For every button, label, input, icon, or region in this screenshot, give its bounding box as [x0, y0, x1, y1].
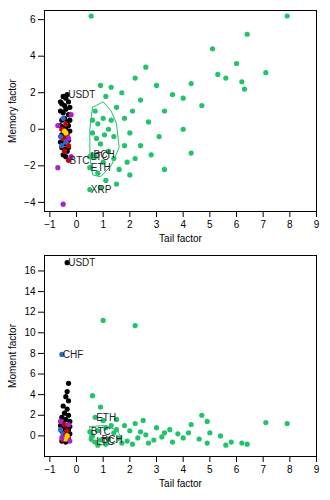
svg-text:9: 9: [314, 464, 320, 475]
svg-text:Moment factor: Moment factor: [7, 323, 18, 388]
svg-text:−4: −4: [24, 197, 36, 208]
svg-text:−1: −1: [44, 464, 56, 475]
svg-text:−1: −1: [44, 219, 56, 230]
svg-text:CHF: CHF: [63, 349, 84, 360]
svg-text:6: 6: [30, 14, 36, 25]
svg-text:0: 0: [74, 219, 80, 230]
svg-text:0: 0: [30, 123, 36, 134]
svg-text:XRP: XRP: [91, 184, 112, 195]
svg-text:2: 2: [127, 219, 133, 230]
svg-text:16: 16: [24, 265, 36, 276]
svg-text:7: 7: [260, 219, 266, 230]
svg-text:ETH: ETH: [91, 162, 111, 173]
svg-text:4: 4: [180, 464, 186, 475]
svg-text:BCH: BCH: [94, 149, 115, 160]
svg-text:6: 6: [234, 464, 240, 475]
svg-text:1: 1: [100, 219, 106, 230]
svg-text:5: 5: [207, 219, 213, 230]
svg-text:Tail factor: Tail factor: [159, 233, 202, 244]
svg-text:7: 7: [260, 464, 266, 475]
svg-text:14: 14: [24, 286, 36, 297]
svg-text:1: 1: [100, 464, 106, 475]
svg-text:12: 12: [24, 306, 36, 317]
svg-text:8: 8: [30, 348, 36, 359]
svg-text:5: 5: [207, 464, 213, 475]
svg-text:−2: −2: [24, 160, 36, 171]
svg-text:BTC: BTC: [90, 426, 111, 437]
svg-text:0: 0: [74, 464, 80, 475]
svg-text:4: 4: [180, 219, 186, 230]
svg-text:USDT: USDT: [68, 257, 95, 268]
svg-text:6: 6: [234, 219, 240, 230]
svg-text:BTC: BTC: [70, 155, 90, 166]
svg-text:2: 2: [30, 87, 36, 98]
svg-text:8: 8: [287, 219, 293, 230]
svg-text:10: 10: [24, 327, 36, 338]
svg-text:2: 2: [30, 409, 36, 420]
svg-text:6: 6: [30, 368, 36, 379]
svg-text:2: 2: [127, 464, 133, 475]
svg-text:9: 9: [314, 219, 320, 230]
svg-text:Memory factor: Memory factor: [7, 78, 18, 143]
svg-text:4: 4: [30, 50, 36, 61]
svg-text:ETH: ETH: [96, 412, 116, 423]
svg-text:8: 8: [287, 464, 293, 475]
svg-text:3: 3: [154, 464, 160, 475]
svg-text:0: 0: [30, 430, 36, 441]
svg-text:USDT: USDT: [68, 89, 95, 100]
svg-text:3: 3: [154, 219, 160, 230]
svg-text:4: 4: [30, 389, 36, 400]
svg-text:BCH: BCH: [102, 434, 123, 445]
svg-text:Tail factor: Tail factor: [159, 478, 202, 489]
